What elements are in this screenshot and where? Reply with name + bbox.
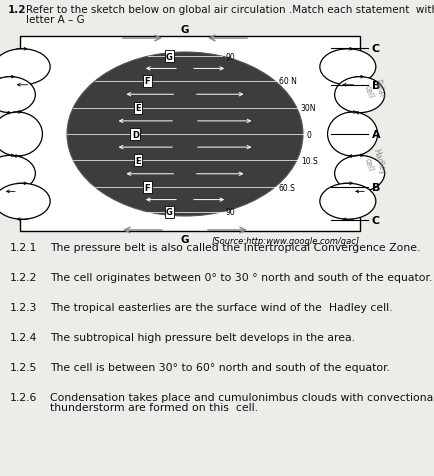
Text: 1.2.6: 1.2.6 xyxy=(10,392,37,402)
Bar xyxy=(20,37,359,231)
Ellipse shape xyxy=(0,156,35,192)
Text: B: B xyxy=(371,183,379,193)
Ellipse shape xyxy=(0,50,50,86)
Text: 0: 0 xyxy=(306,130,311,139)
Text: F: F xyxy=(144,183,150,192)
Text: A: A xyxy=(371,130,380,140)
Text: The tropical easterlies are the surface wind of the  Hadley cell.: The tropical easterlies are the surface … xyxy=(50,302,391,312)
Text: G: G xyxy=(181,25,189,35)
Text: B: B xyxy=(371,80,379,90)
Text: E: E xyxy=(135,104,141,113)
Text: E: E xyxy=(135,157,141,165)
Text: G: G xyxy=(166,208,173,217)
Text: 90: 90 xyxy=(225,208,235,217)
Text: 1.2: 1.2 xyxy=(8,5,26,15)
Ellipse shape xyxy=(0,78,35,113)
Text: G: G xyxy=(181,235,189,245)
Text: 1.2.3: 1.2.3 xyxy=(10,302,37,312)
Text: Hadley
cell: Hadley cell xyxy=(360,147,386,178)
Ellipse shape xyxy=(334,78,384,113)
Text: 90: 90 xyxy=(225,52,235,61)
Text: [Source:http:www.google.com/gac]: [Source:http:www.google.com/gac] xyxy=(211,237,359,246)
Text: Refer to the sketch below on global air circulation .Match each statement  with : Refer to the sketch below on global air … xyxy=(26,5,434,15)
Text: C: C xyxy=(371,44,379,54)
Text: D: D xyxy=(132,130,138,139)
Text: 1.2.5: 1.2.5 xyxy=(10,362,37,372)
Text: C: C xyxy=(371,216,379,226)
Ellipse shape xyxy=(319,50,375,86)
Text: F: F xyxy=(144,77,150,86)
Text: G: G xyxy=(166,52,173,61)
Ellipse shape xyxy=(0,113,43,157)
Text: 30N: 30N xyxy=(300,104,316,113)
Text: The cell is between 30° to 60° north and south of the equator.: The cell is between 30° to 60° north and… xyxy=(50,362,389,372)
Ellipse shape xyxy=(327,113,377,157)
Text: 60.S: 60.S xyxy=(278,183,295,192)
Text: Polar
cell: Polar cell xyxy=(362,78,385,101)
Text: 1.2.2: 1.2.2 xyxy=(10,272,37,282)
Text: Condensation takes place and cumulonimbus clouds with convectional: Condensation takes place and cumulonimbu… xyxy=(50,392,434,402)
Text: The cell originates between 0° to 30 ° north and south of the equator.: The cell originates between 0° to 30 ° n… xyxy=(50,272,431,282)
Text: The subtropical high pressure belt develops in the area.: The subtropical high pressure belt devel… xyxy=(50,332,354,342)
Text: 10.S: 10.S xyxy=(300,157,317,165)
Text: thunderstorm are formed on this  cell.: thunderstorm are formed on this cell. xyxy=(50,402,257,412)
Ellipse shape xyxy=(0,184,50,220)
Text: 1.2.1: 1.2.1 xyxy=(10,242,37,252)
Text: 60 N: 60 N xyxy=(278,77,296,86)
Ellipse shape xyxy=(334,156,384,192)
Text: 1.2.4: 1.2.4 xyxy=(10,332,37,342)
Text: The pressure belt is also called the Intertropical Convergence Zone.: The pressure belt is also called the Int… xyxy=(50,242,419,252)
Text: letter A – G: letter A – G xyxy=(26,15,85,25)
Ellipse shape xyxy=(67,53,302,217)
Ellipse shape xyxy=(319,184,375,220)
